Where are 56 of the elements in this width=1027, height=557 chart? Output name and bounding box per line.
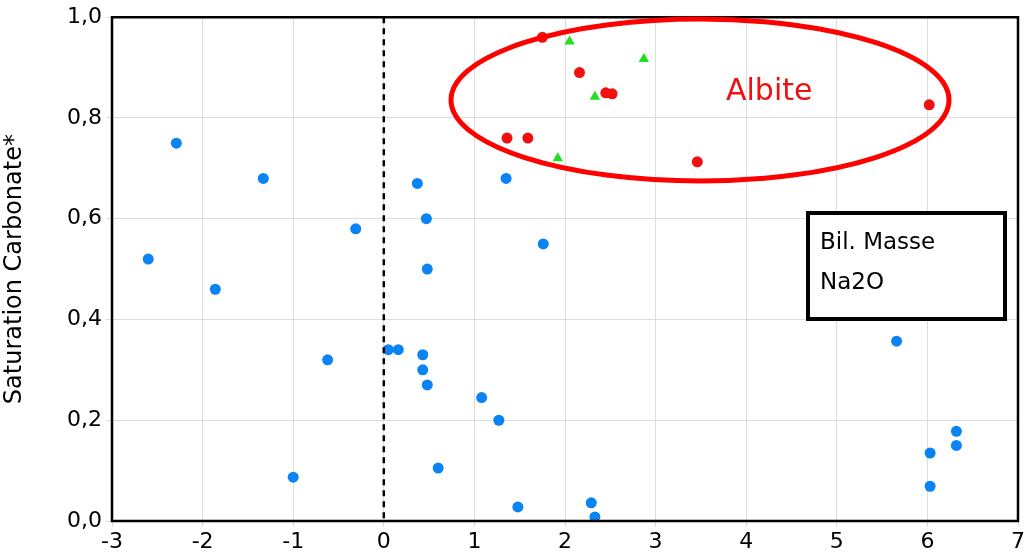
x-tick-label: 6 — [920, 527, 935, 553]
point — [589, 90, 601, 100]
point — [392, 344, 404, 356]
point — [420, 213, 432, 225]
x-tick-label: 7 — [1011, 527, 1025, 553]
point — [585, 497, 597, 509]
x-tick-label: 3 — [648, 527, 663, 553]
y-tick-label: 0,2 — [67, 405, 102, 431]
point — [891, 335, 903, 347]
point — [522, 132, 534, 144]
x-tick-label: 5 — [829, 527, 844, 553]
point — [950, 425, 962, 437]
point — [923, 99, 935, 111]
y-tick-label: 0,0 — [67, 506, 102, 532]
x-tick-label: 0 — [376, 527, 391, 553]
point — [537, 238, 549, 250]
point — [170, 137, 182, 149]
y-tick-label: 1,0 — [67, 2, 102, 28]
point — [512, 501, 524, 513]
point — [411, 177, 423, 189]
y-tick-label: 0,6 — [67, 204, 102, 230]
y-axis-title: Saturation Carbonate* — [0, 134, 27, 405]
point — [476, 392, 488, 404]
y-tick-label: 0,8 — [67, 103, 102, 129]
point — [209, 283, 221, 295]
point — [950, 439, 962, 451]
point — [924, 480, 936, 492]
point — [501, 132, 513, 144]
point — [691, 156, 703, 168]
annotation: Albite — [726, 72, 813, 107]
point — [287, 471, 299, 483]
x-tick-label: 4 — [739, 527, 754, 553]
point — [421, 263, 433, 275]
x-tick-label: -2 — [191, 527, 214, 553]
point — [638, 53, 650, 63]
point — [564, 35, 575, 45]
point — [421, 379, 433, 391]
x-tick-label: -3 — [101, 527, 123, 553]
point — [589, 511, 601, 521]
point — [257, 172, 269, 184]
point — [322, 354, 334, 366]
point — [432, 462, 444, 474]
annotation: Bil. Masse Na2O — [820, 227, 937, 296]
x-tick-label: 1 — [467, 527, 482, 553]
point — [574, 67, 585, 79]
point — [924, 447, 936, 459]
x-tick-label: 2 — [558, 527, 572, 553]
point — [417, 364, 429, 376]
point — [350, 223, 362, 235]
point — [417, 349, 429, 361]
point — [493, 414, 505, 426]
point — [500, 172, 512, 184]
point — [142, 253, 154, 265]
point — [552, 152, 563, 162]
x-tick-label: -1 — [282, 527, 305, 553]
y-tick-label: 0,4 — [67, 305, 102, 331]
